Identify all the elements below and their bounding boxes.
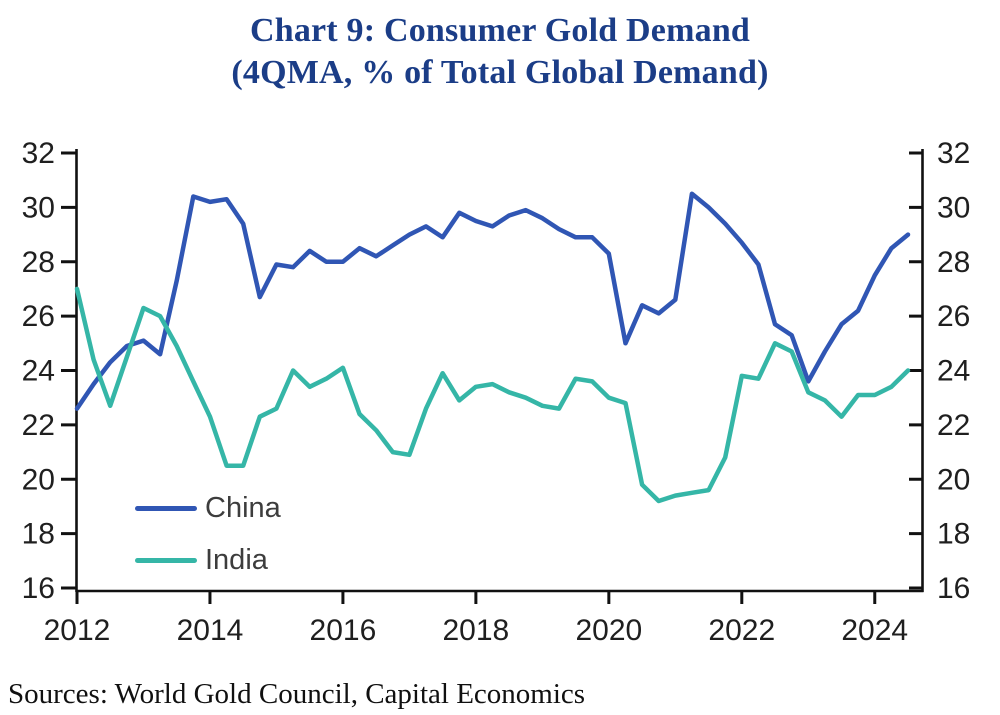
y-tick-label-left: 32 [22,137,55,170]
y-tick-label-right: 32 [937,137,970,170]
legend-label-china: China [205,491,281,524]
y-tick-label-right: 30 [937,191,970,224]
y-tick-label-right: 22 [937,409,970,442]
china-line [74,191,911,411]
y-tick-label-left: 30 [22,191,55,224]
source-note: Sources: World Gold Council, Capital Eco… [8,678,586,710]
y-tick-label-right: 24 [937,355,970,388]
legend-item-india: India [135,544,281,576]
china-line-swatch [135,505,197,511]
legend: China India [135,492,281,576]
chart-title: Chart 9: Consumer Gold Demand (4QMA, % o… [0,10,1000,94]
y-tick-label-left: 26 [22,300,55,333]
y-tick-label-right: 26 [937,300,970,333]
chart-title-line2: (4QMA, % of Total Global Demand) [231,54,769,91]
y-tick-label-left: 16 [22,572,55,605]
india-line-swatch [135,557,197,563]
y-tick-label-right: 28 [937,246,970,279]
y-tick-label-right: 18 [937,518,970,551]
x-tick-label: 2024 [841,614,908,647]
y-tick-label-right: 20 [937,463,970,496]
x-tick-label: 2022 [708,614,775,647]
y-tick-label-left: 20 [22,463,55,496]
y-tick-label-left: 18 [22,518,55,551]
y-tick-label-right: 16 [937,572,970,605]
y-tick-label-left: 28 [22,246,55,279]
y-tick-label-left: 24 [22,355,55,388]
chart-title-line1: Chart 9: Consumer Gold Demand [249,12,751,49]
x-tick-label: 2014 [177,614,244,647]
y-tick-label-left: 22 [22,409,55,442]
india-line [74,286,911,504]
x-tick-label: 2016 [310,614,377,647]
x-tick-label: 2020 [575,614,642,647]
x-tick-label: 2012 [44,614,111,647]
x-tick-label: 2018 [443,614,510,647]
legend-label-india: India [205,543,268,576]
legend-item-china: China [135,492,281,524]
